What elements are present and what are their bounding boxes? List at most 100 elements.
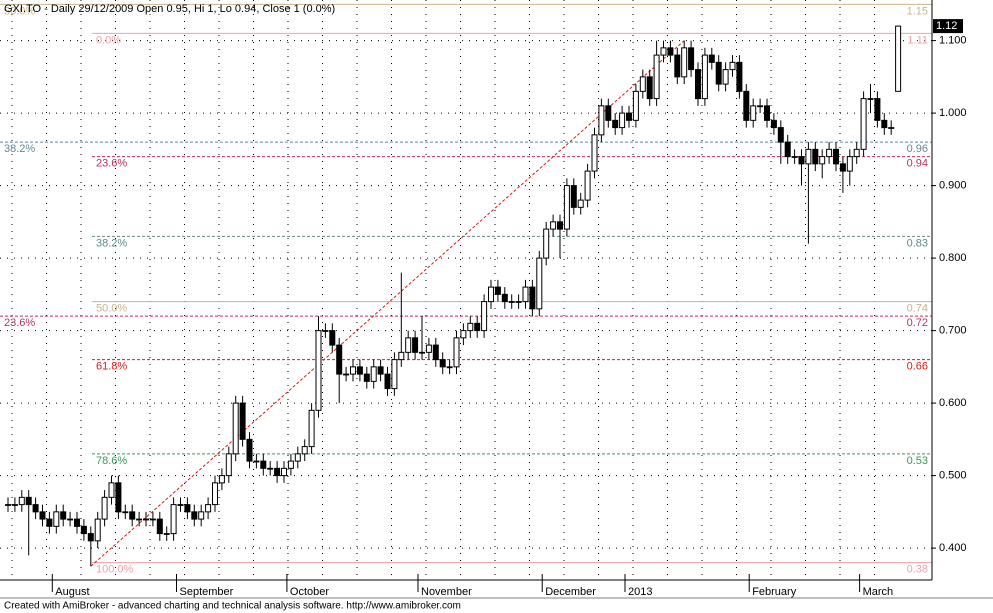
candle-body: [895, 25, 902, 92]
fib-percent-label: 23.6%: [4, 317, 35, 329]
candle-body: [439, 359, 446, 368]
fib-value-label: 0.96: [907, 143, 928, 155]
candle-body: [205, 504, 212, 513]
x-tick-label: December: [545, 586, 596, 598]
y-tick-label: 0.500: [939, 470, 967, 482]
candle-body: [384, 373, 391, 390]
fib-value-label: 0.74: [907, 303, 928, 315]
last-price-label: 1.12: [936, 20, 957, 32]
candle-body: [577, 199, 584, 208]
candle-body: [446, 366, 453, 369]
y-tick-label: 1.100: [939, 35, 967, 47]
candle-body: [826, 148, 833, 158]
candle-body: [281, 467, 287, 477]
candle-body: [225, 453, 232, 477]
fib-value-label: 0.53: [907, 455, 928, 467]
candle-body: [25, 496, 32, 506]
candle-body: [570, 185, 577, 208]
y-tick-label: 0.700: [939, 325, 967, 337]
candle-body: [184, 504, 191, 513]
candle-body: [833, 148, 839, 165]
candle-body: [253, 460, 260, 463]
candle-body: [412, 337, 419, 353]
fib-percent-label: 38.2%: [96, 237, 127, 249]
candle-body: [743, 90, 750, 121]
candle-body: [812, 148, 819, 165]
fib-percent-label: 78.6%: [96, 455, 127, 467]
candle-body: [695, 69, 701, 100]
candle-body: [598, 105, 605, 136]
candle-body: [170, 504, 177, 535]
x-tick-label: November: [421, 586, 472, 598]
candle-body: [750, 105, 757, 121]
candle-body: [764, 105, 770, 121]
fib-value-label: 0.94: [907, 158, 928, 170]
candle-body: [391, 359, 398, 390]
candle-body: [432, 344, 439, 361]
y-tick-label: 0.400: [939, 542, 967, 554]
candle-body: [536, 257, 543, 310]
candle-body: [605, 105, 612, 121]
candle-body: [163, 533, 170, 535]
candle-body: [32, 504, 39, 513]
candle-body: [798, 156, 805, 165]
candle-body: [646, 76, 653, 100]
candle-body: [488, 286, 494, 303]
candle-body: [336, 344, 343, 375]
candle-body: [315, 330, 322, 411]
candle-body: [467, 322, 474, 332]
candle-body: [53, 511, 60, 527]
candle-body: [819, 156, 826, 165]
candle-body: [846, 156, 853, 172]
fib-value-label: 0.72: [907, 317, 928, 329]
candle-body: [232, 402, 239, 455]
candle-body: [74, 518, 80, 527]
fib-percent-label: 38.2%: [4, 143, 35, 155]
candle-body: [322, 330, 329, 332]
candle-body: [515, 301, 522, 303]
candle-body: [191, 511, 198, 520]
candle-body: [356, 366, 363, 375]
candle-body: [501, 293, 508, 303]
candle-body: [639, 76, 646, 92]
footer: Created with AmiBroker - advanced charti…: [4, 601, 461, 612]
candle-body: [777, 127, 784, 143]
candle-body: [115, 482, 122, 513]
candle-body: [11, 504, 18, 506]
candle-body: [18, 496, 25, 506]
candle-body: [198, 511, 205, 520]
candle-body: [722, 69, 729, 85]
candle-body: [474, 322, 481, 332]
candle-body: [667, 47, 674, 56]
candle-body: [874, 98, 881, 121]
candle-body: [122, 511, 129, 514]
fib-percent-label: 50.0%: [4, 5, 35, 17]
fib-percent-label: 50.0%: [96, 303, 127, 315]
x-tick-label: February: [752, 586, 797, 598]
candle-body: [46, 518, 53, 527]
fib-percent-label: 23.6%: [96, 158, 127, 170]
candle-body: [370, 366, 377, 382]
axes: 0.400 0.500 0.600 0.700 0.800 0.900 1.000 1.100…: [0, 0, 993, 599]
candle-body: [343, 373, 350, 376]
candle-body: [550, 221, 557, 230]
candle-body: [529, 286, 536, 310]
candle-body: [584, 170, 591, 201]
candle-body: [136, 518, 143, 521]
candle-body: [453, 337, 460, 368]
fib-percent-label: 61.8%: [96, 361, 127, 373]
candle-body: [784, 141, 791, 158]
x-tick-label: August: [55, 586, 89, 598]
candle-body: [591, 134, 598, 172]
y-tick-label: 1.000: [939, 107, 967, 119]
candle-body: [563, 185, 570, 230]
candle-body: [177, 504, 184, 506]
candle-body: [87, 533, 94, 542]
candle-body: [757, 105, 764, 108]
candle-body: [632, 90, 639, 121]
candle-body: [350, 366, 356, 375]
candle-body: [308, 409, 315, 448]
candle-body: [708, 54, 715, 63]
y-tick-label: 0.900: [939, 180, 967, 192]
